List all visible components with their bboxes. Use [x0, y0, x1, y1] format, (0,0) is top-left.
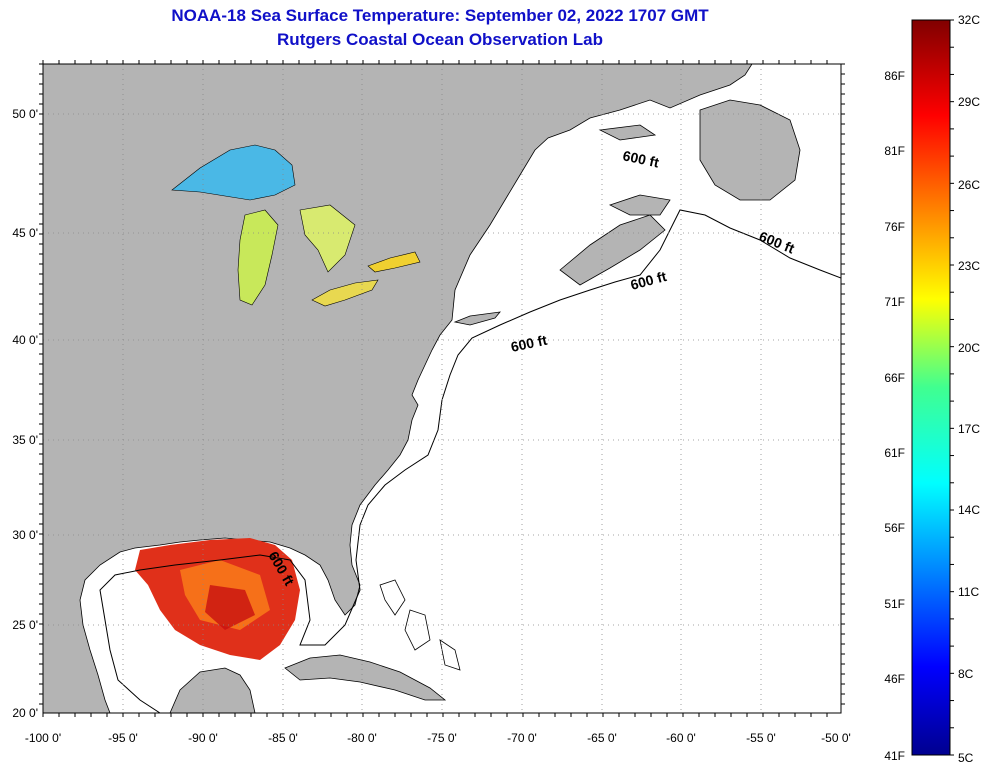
lat-tick-label: 25 0': [12, 618, 38, 632]
land-long-island: [453, 311, 501, 326]
land-cuba: [284, 654, 447, 701]
depth-contour-600ft: [99, 209, 841, 713]
map-title: NOAA-18 Sea Surface Temperature: Septemb…: [171, 6, 709, 25]
celsius-label: 5C: [958, 751, 974, 765]
map-frame: [42, 63, 842, 714]
land-newfoundland: [699, 99, 801, 201]
contour-label: 600 ft: [509, 332, 548, 355]
celsius-label: 26C: [958, 178, 980, 192]
lake-michigan: [237, 209, 279, 306]
fahrenheit-label: 81F: [884, 144, 905, 158]
lon-tick-label: -80 0': [347, 731, 377, 745]
frame-tickmarks: [39, 60, 845, 717]
celsius-label: 32C: [958, 13, 980, 27]
colorbar-celsius-labels: 32C 29C 26C 23C 20C 17C 14C 11C 8C 5C: [958, 13, 980, 765]
latitude-ticks: 20 0' 25 0' 30 0' 35 0' 40 0' 45 0' 50 0…: [12, 107, 38, 720]
lat-tick-label: 40 0': [12, 333, 38, 347]
celsius-label: 29C: [958, 95, 980, 109]
land-yucatan: [169, 667, 256, 713]
fahrenheit-label: 61F: [884, 446, 905, 460]
lon-tick-label: -100 0': [25, 731, 61, 745]
lat-tick-label: 20 0': [12, 706, 38, 720]
lake-ontario: [367, 251, 421, 273]
celsius-label: 11C: [958, 585, 979, 599]
lon-tick-label: -70 0': [507, 731, 537, 745]
graticule: [43, 64, 841, 713]
fahrenheit-label: 56F: [884, 521, 905, 535]
colorbar: [911, 19, 951, 756]
lat-tick-label: 35 0': [12, 433, 38, 447]
lon-tick-label: -95 0': [108, 731, 138, 745]
lon-tick-label: -85 0': [268, 731, 298, 745]
lake-huron: [299, 204, 356, 273]
fahrenheit-label: 51F: [884, 597, 905, 611]
fahrenheit-label: 41F: [884, 749, 905, 763]
lat-tick-label: 50 0': [12, 107, 38, 121]
lon-tick-label: -75 0': [427, 731, 457, 745]
colorbar-fahrenheit-labels: 86F 81F 76F 71F 66F 61F 56F 51F 46F 41F: [884, 69, 905, 763]
celsius-label: 23C: [958, 259, 980, 273]
map-subtitle: Rutgers Coastal Ocean Observation Lab: [277, 30, 603, 49]
lat-tick-label: 45 0': [12, 226, 38, 240]
celsius-label: 17C: [958, 422, 980, 436]
lon-tick-label: -55 0': [746, 731, 776, 745]
land-gaspe: [608, 194, 671, 216]
great-lakes: [171, 144, 421, 307]
lake-superior: [171, 144, 296, 201]
lon-tick-label: -90 0': [188, 731, 218, 745]
fahrenheit-label: 71F: [884, 295, 905, 309]
lake-erie: [311, 279, 379, 307]
fahrenheit-label: 76F: [884, 220, 905, 234]
land-bahamas: [379, 579, 461, 671]
land-north-america: [43, 64, 753, 713]
celsius-label: 14C: [958, 503, 980, 517]
longitude-ticks: -100 0' -95 0' -90 0' -85 0' -80 0' -75 …: [25, 731, 851, 745]
fahrenheit-label: 86F: [884, 69, 905, 83]
lon-tick-label: -50 0': [821, 731, 851, 745]
land-nova-scotia: [559, 214, 666, 286]
gulf-sst-patch: [135, 538, 300, 660]
celsius-label: 8C: [958, 667, 974, 681]
celsius-label: 20C: [958, 341, 980, 355]
lat-tick-label: 30 0': [12, 528, 38, 542]
fahrenheit-label: 66F: [884, 371, 905, 385]
contour-label: 600 ft: [621, 147, 660, 170]
lon-tick-label: -65 0': [587, 731, 617, 745]
fahrenheit-label: 46F: [884, 672, 905, 686]
lon-tick-label: -60 0': [666, 731, 696, 745]
land-anticosti: [598, 124, 657, 141]
colorbar-ticks: [950, 19, 954, 756]
